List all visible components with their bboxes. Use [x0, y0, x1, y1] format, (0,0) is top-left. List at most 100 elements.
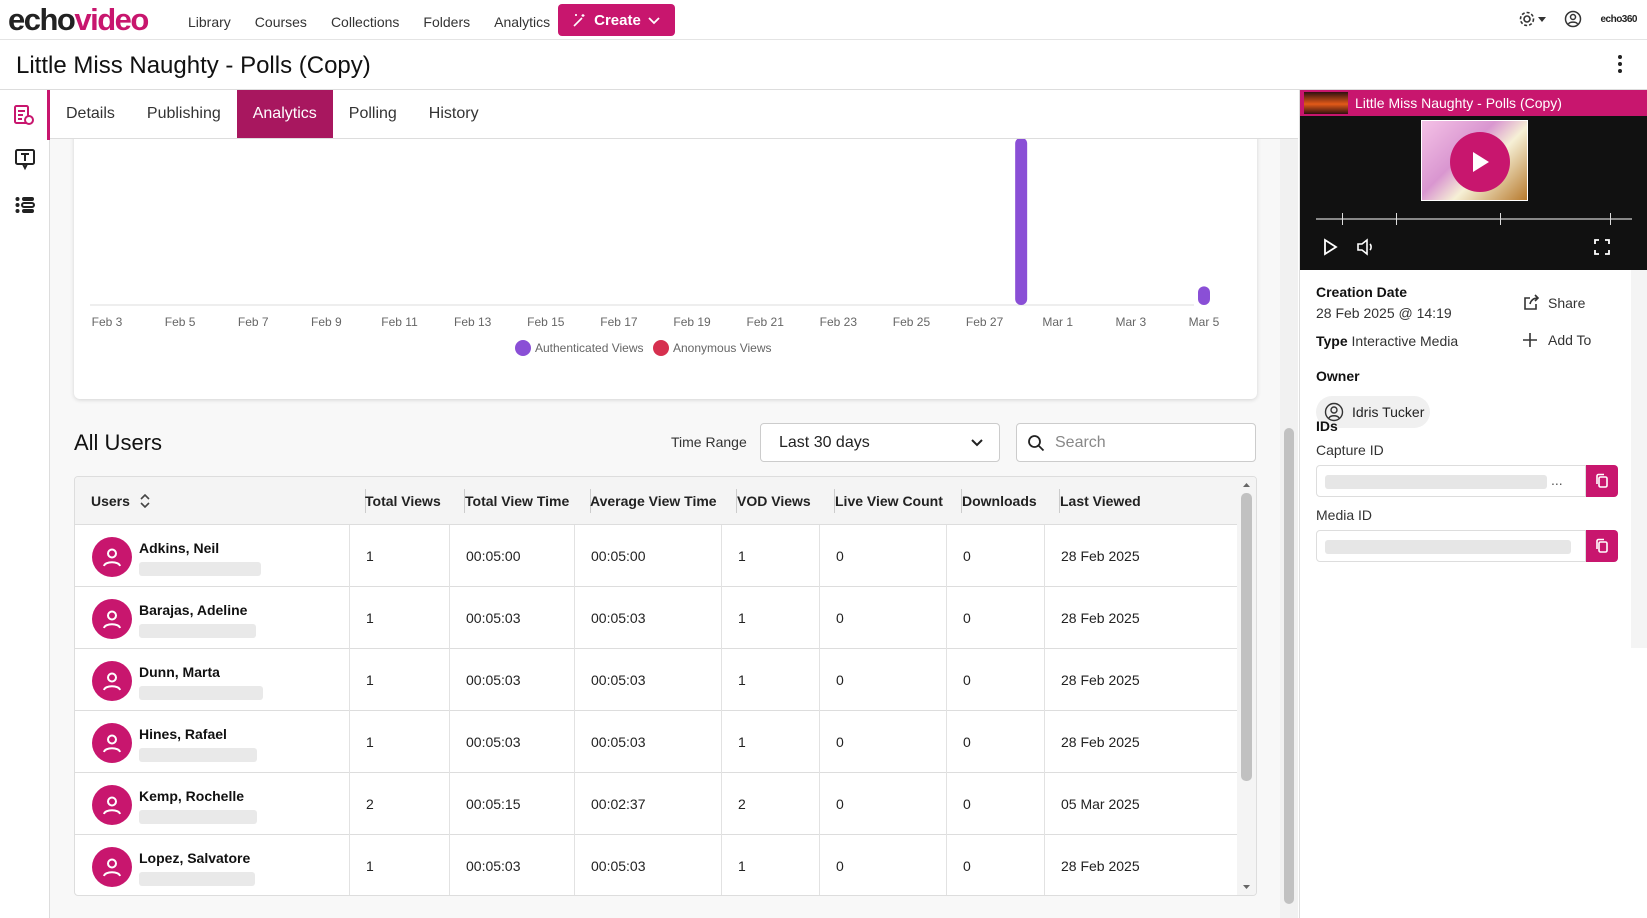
plus-icon	[1523, 333, 1537, 347]
cell-vod: 1	[721, 711, 819, 773]
document-icon	[13, 105, 34, 125]
media-id-value-redacted	[1325, 540, 1571, 554]
nav-folders[interactable]: Folders	[423, 14, 471, 30]
user-name: Adkins, Neil	[139, 540, 220, 556]
tab-history[interactable]: History	[428, 105, 479, 122]
media-id-field[interactable]	[1316, 530, 1586, 562]
top-right-tools: echo360	[1518, 10, 1637, 28]
panel-scrollbar[interactable]	[1631, 270, 1647, 648]
x-tick-label: Feb 7	[238, 315, 269, 329]
type-label: Type	[1316, 333, 1348, 349]
table-row[interactable]: Barajas, Adeline 1 00:05:03 00:05:03 1 0 0 28 F…	[75, 587, 1237, 649]
big-play-button[interactable]	[1450, 132, 1510, 192]
volume-icon[interactable]	[1356, 238, 1376, 256]
views-bar-chart: Feb 3 Feb 5 Feb 7 Feb 9 Feb 11 Feb 13 Feb 15 Fe…	[90, 139, 1220, 356]
x-tick-label: Feb 11	[381, 315, 418, 329]
user-search-input[interactable]: Search	[1016, 423, 1256, 462]
more-options-icon[interactable]	[1617, 54, 1623, 80]
col-live-view-count[interactable]: Live View Count	[835, 493, 943, 509]
scroll-down-arrow-icon[interactable]	[1237, 881, 1256, 893]
x-tick-label: Feb 17	[600, 315, 638, 329]
user-account-icon[interactable]	[1564, 10, 1582, 28]
user-email-redacted	[139, 748, 257, 762]
create-button[interactable]: Create	[558, 4, 675, 36]
x-tick-label: Feb 25	[893, 315, 931, 329]
legend-swatch[interactable]	[653, 340, 669, 356]
capture-id-field[interactable]: ...	[1316, 465, 1586, 497]
nav-analytics[interactable]: Analytics	[494, 14, 551, 30]
top-navbar: echovideo Library Courses Collections Fo…	[0, 0, 1647, 40]
chart-bar[interactable]	[1015, 139, 1028, 305]
nav-collections[interactable]: Collections	[330, 14, 400, 30]
rail-list[interactable]	[0, 180, 50, 230]
sort-icon[interactable]	[138, 494, 152, 508]
rail-media-details[interactable]	[0, 90, 50, 140]
col-downloads[interactable]: Downloads	[962, 493, 1037, 509]
play-icon[interactable]	[1322, 238, 1338, 256]
legend-swatch[interactable]	[515, 340, 531, 356]
table-row[interactable]: Kemp, Rochelle 2 00:05:15 00:02:37 2 0 0 05 Mar…	[75, 773, 1237, 835]
x-tick-label: Feb 5	[165, 315, 196, 329]
col-total-views[interactable]: Total Views	[365, 493, 441, 509]
share-icon	[1524, 294, 1540, 310]
copy-media-id-button[interactable]	[1586, 530, 1618, 562]
capture-id-value-redacted	[1325, 475, 1547, 489]
user-email-redacted	[139, 872, 255, 886]
cell-avg-time: 00:05:00	[574, 525, 721, 587]
scroll-up-arrow-icon[interactable]	[1237, 479, 1256, 491]
tab-details[interactable]: Details	[66, 105, 115, 122]
table-row[interactable]: Hines, Rafael 1 00:05:03 00:05:03 1 0 0 28 Feb …	[75, 711, 1237, 773]
x-tick-label: Mar 5	[1189, 315, 1220, 329]
copy-capture-id-button[interactable]	[1586, 465, 1618, 497]
table-scrollbar[interactable]	[1237, 477, 1256, 895]
user-avatar-icon	[92, 847, 132, 887]
table-row[interactable]: Dunn, Marta 1 00:05:03 00:05:03 1 0 0 28 Feb 20…	[75, 649, 1237, 711]
share-button[interactable]: Share	[1522, 294, 1585, 312]
user-name: Kemp, Rochelle	[139, 788, 245, 804]
user-avatar-icon	[92, 723, 132, 763]
cell-total-time: 00:05:03	[449, 649, 574, 711]
echo360-brand[interactable]: echo360	[1600, 13, 1637, 25]
cell-avg-time: 00:02:37	[574, 773, 721, 835]
cell-downloads: 0	[946, 835, 1044, 895]
nav-library[interactable]: Library	[188, 14, 231, 30]
chart-bar[interactable]	[1198, 286, 1210, 305]
video-progress-bar[interactable]	[1316, 218, 1632, 220]
creation-date-label: Creation Date	[1316, 284, 1408, 300]
tab-publishing[interactable]: Publishing	[146, 105, 221, 122]
col-average-view-time[interactable]: Average View Time	[590, 493, 717, 509]
media-info-panel: Little Miss Naughty - Polls (Copy) Creat…	[1299, 90, 1647, 918]
x-tick-label: Feb 9	[311, 315, 342, 329]
user-cell: Kemp, Rochelle	[75, 773, 349, 835]
fullscreen-icon[interactable]	[1593, 238, 1611, 256]
time-range-value: Last 30 days	[779, 434, 870, 451]
user-avatar-icon	[92, 785, 132, 825]
nav-courses[interactable]: Courses	[254, 14, 307, 30]
legend-label[interactable]: Authenticated Views	[535, 341, 644, 355]
col-last-viewed[interactable]: Last Viewed	[1060, 493, 1141, 509]
settings-gear-icon[interactable]	[1518, 10, 1547, 28]
cell-live: 0	[819, 587, 946, 649]
col-vod-views[interactable]: VOD Views	[737, 493, 811, 509]
rail-transcript[interactable]	[0, 134, 50, 184]
owner-chip[interactable]: Idris Tucker	[1316, 396, 1430, 428]
video-player[interactable]: Little Miss Naughty - Polls (Copy)	[1300, 90, 1647, 270]
add-to-button[interactable]: Add To	[1522, 332, 1591, 348]
col-total-view-time[interactable]: Total View Time	[465, 493, 570, 509]
legend-label[interactable]: Anonymous Views	[673, 341, 772, 355]
cell-total-views: 1	[349, 525, 449, 587]
user-cell: Lopez, Salvatore	[75, 835, 349, 895]
time-range-select[interactable]: Last 30 days	[760, 423, 1000, 462]
table-row[interactable]: Adkins, Neil 1 00:05:00 00:05:00 1 0 0 28 Feb 2…	[75, 525, 1237, 587]
cell-avg-time: 00:05:03	[574, 649, 721, 711]
x-tick-label: Feb 3	[92, 315, 123, 329]
type-value: Interactive Media	[1351, 333, 1459, 349]
table-scrollbar-thumb[interactable]	[1241, 493, 1252, 781]
col-users[interactable]: Users	[75, 477, 365, 525]
tab-polling[interactable]: Polling	[348, 105, 397, 122]
echovideo-logo[interactable]: echovideo	[8, 2, 149, 37]
main-scrollbar-thumb[interactable]	[1284, 428, 1294, 904]
table-row[interactable]: Lopez, Salvatore 1 00:05:03 00:05:03 1 0 0 28 F…	[75, 835, 1237, 895]
tab-analytics[interactable]: Analytics	[236, 90, 333, 138]
cell-total-time: 00:05:00	[449, 525, 574, 587]
